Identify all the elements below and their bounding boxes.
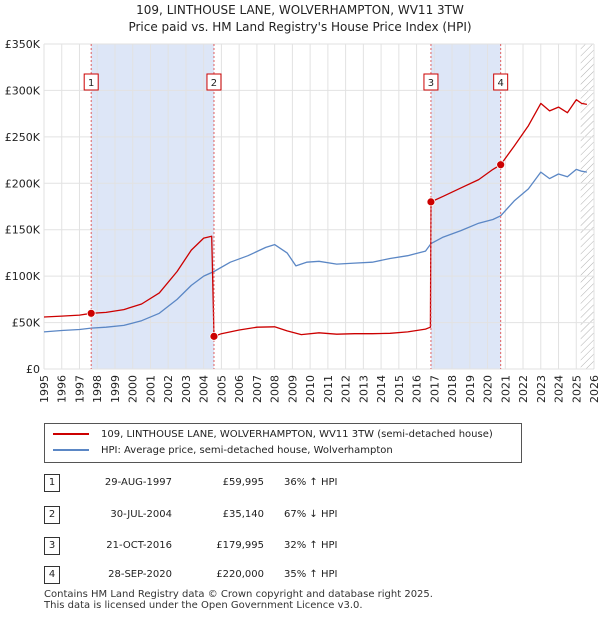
x-tick-label: 2003	[180, 375, 193, 403]
x-tick-label: 2018	[446, 375, 459, 403]
sale-date: 29-AUG-1997	[104, 477, 172, 488]
sale-label-box	[493, 73, 509, 91]
legend-swatch-property	[53, 433, 89, 435]
x-tick-label: 2009	[286, 375, 299, 403]
x-tick-label: 2004	[198, 375, 211, 403]
price-chart: £0 £50K £100K £150K £200K £250K £300K £350K 1995…	[5, 38, 600, 403]
sale-number-badge: 3	[44, 537, 60, 555]
sale-hpi-diff: 36% ↑ HPI	[284, 477, 338, 488]
legend-item-property: 109, LINTHOUSE LANE, WOLVERHAMPTON, WV11…	[53, 428, 493, 442]
x-tick-label: 1998	[91, 375, 104, 403]
chart-legend: 109, LINTHOUSE LANE, WOLVERHAMPTON, WV11…	[44, 423, 522, 463]
sale-number-badge: 4	[44, 566, 60, 584]
sale-price: £220,000	[216, 569, 264, 580]
x-tick-label: 2006	[233, 375, 246, 403]
x-tick-label: 2001	[144, 375, 157, 403]
x-tick-label: 2024	[553, 375, 566, 403]
x-tick-label: 2020	[482, 375, 495, 403]
x-tick-label: 2014	[375, 375, 388, 403]
sale-number-badge: 2	[44, 506, 60, 524]
sale-price: £59,995	[222, 477, 264, 488]
footer-attribution: Contains HM Land Registry data © Crown c…	[44, 589, 433, 611]
y-tick-label: £150K	[5, 224, 41, 237]
x-tick-label: 2007	[251, 375, 264, 403]
x-tick-label: 2022	[517, 375, 530, 403]
x-tick-label: 2011	[322, 375, 335, 403]
sale-label: 1	[88, 78, 94, 89]
y-tick-label: £50K	[12, 317, 41, 330]
y-tick-label: £200K	[5, 177, 41, 190]
sale-label-box	[83, 73, 99, 91]
x-tick-label: 2012	[340, 375, 353, 403]
x-tick-label: 2015	[393, 375, 406, 403]
legend-label-hpi: HPI: Average price, semi-detached house,…	[101, 445, 393, 456]
sale-price: £35,140	[222, 509, 264, 520]
x-tick-label: 2002	[162, 375, 175, 403]
footer-copyright: Contains HM Land Registry data © Crown c…	[44, 589, 433, 600]
sale-date: 28-SEP-2020	[108, 569, 172, 580]
hpi-series-line	[43, 168, 588, 333]
sale-hpi-diff: 67% ↓ HPI	[284, 509, 338, 520]
x-tick-label: 2013	[357, 375, 370, 403]
x-tick-label: 2000	[127, 375, 140, 403]
y-tick-label: £100K	[5, 270, 41, 283]
x-tick-label: 2019	[464, 375, 477, 403]
x-tick-label: 2008	[269, 375, 282, 403]
sale-number-badge: 1	[44, 474, 60, 492]
x-tick-label: 1996	[56, 375, 69, 403]
footer-licence: This data is licensed under the Open Gov…	[44, 600, 363, 611]
x-tick-label: 1997	[73, 375, 86, 403]
chart-subtitle: Price paid vs. HM Land Registry's House …	[128, 20, 472, 34]
sale-point	[86, 308, 96, 318]
x-tick-label: 1995	[38, 375, 51, 403]
sale-date: 21-OCT-2016	[106, 540, 172, 551]
x-tick-label: 2026	[588, 375, 600, 403]
x-tick-label: 1999	[109, 375, 122, 403]
sale-price: £179,995	[216, 540, 264, 551]
x-tick-label: 2025	[570, 375, 583, 403]
x-tick-label: 2017	[428, 375, 441, 403]
x-tick-label: 2010	[304, 375, 317, 403]
sale-label-box	[206, 73, 222, 91]
sale-point	[426, 197, 436, 207]
x-tick-label: 2016	[411, 375, 424, 403]
sale-label-box	[423, 73, 439, 91]
chart-title: 109, LINTHOUSE LANE, WOLVERHAMPTON, WV11…	[136, 3, 464, 17]
sale-label: 2	[211, 78, 217, 89]
ownership-shade	[430, 44, 501, 369]
sale-date: 30-JUL-2004	[110, 509, 172, 520]
x-tick-label: 2005	[215, 375, 228, 403]
forecast-hatch	[580, 44, 594, 369]
sale-label: 4	[497, 78, 503, 89]
y-tick-label: £350K	[5, 38, 41, 51]
property-series-line	[43, 99, 588, 338]
legend-item-hpi: HPI: Average price, semi-detached house,…	[53, 444, 393, 458]
legend-label-property: 109, LINTHOUSE LANE, WOLVERHAMPTON, WV11…	[101, 429, 493, 440]
legend-swatch-hpi	[53, 449, 89, 451]
sale-hpi-diff: 32% ↑ HPI	[284, 540, 338, 551]
y-tick-label: £250K	[5, 131, 41, 144]
sale-hpi-diff: 35% ↑ HPI	[284, 569, 338, 580]
y-tick-label: £0	[26, 363, 40, 376]
sale-point	[496, 160, 506, 170]
ownership-shade	[91, 44, 214, 369]
y-tick-label: £300K	[5, 84, 41, 97]
x-tick-label: 2023	[535, 375, 548, 403]
sale-point	[209, 331, 219, 341]
sale-label: 3	[428, 78, 434, 89]
x-tick-label: 2021	[499, 375, 512, 403]
